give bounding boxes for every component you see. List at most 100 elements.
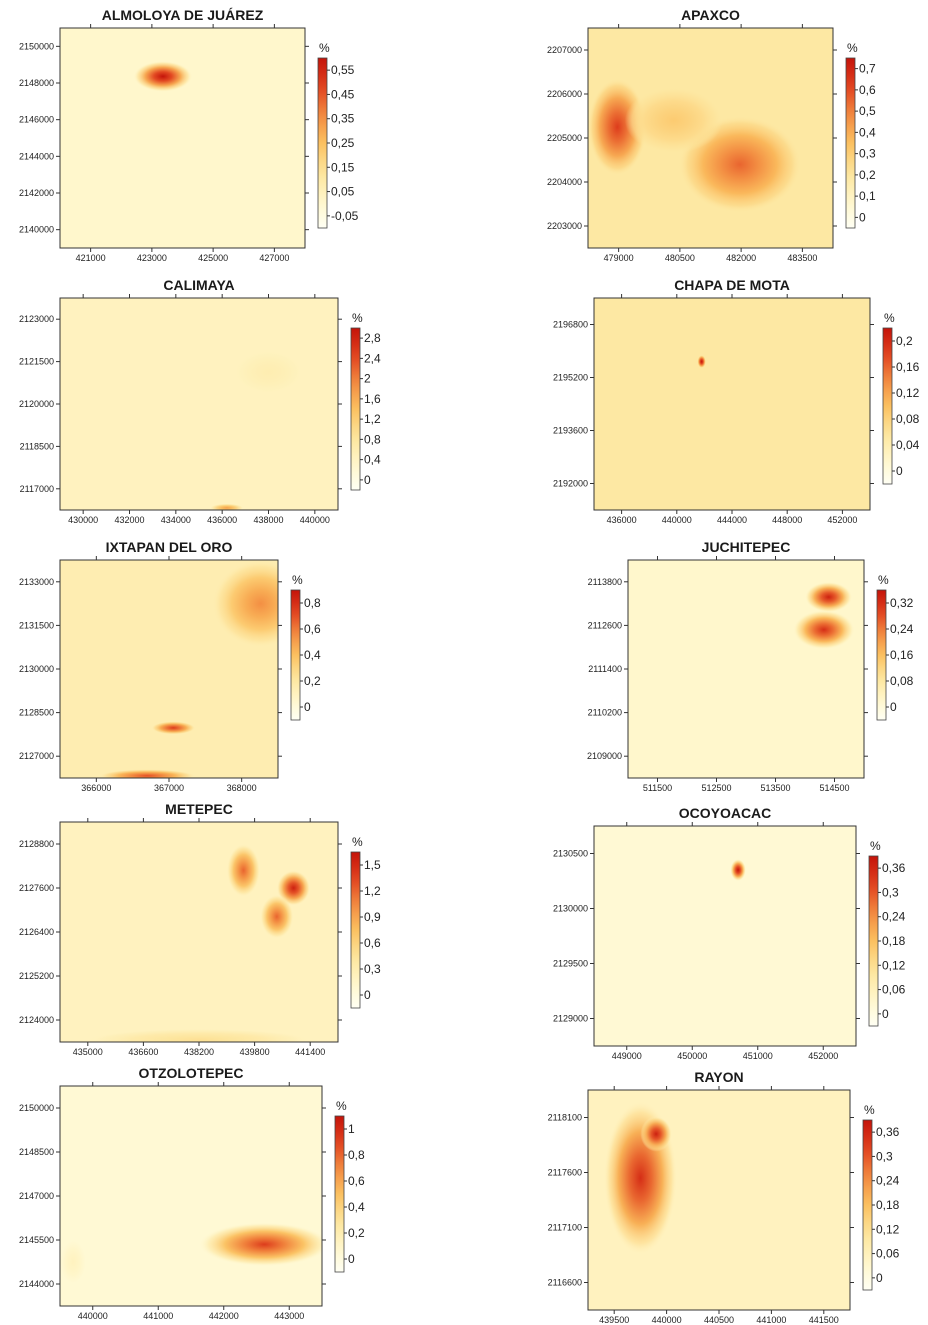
colorbar-tick-label: 0,36 [876,1125,900,1139]
colorbar-tick-label: 0,6 [304,622,321,636]
heat-field [588,1090,850,1310]
x-tick-label: 448000 [772,515,802,525]
x-tick-label: 367000 [154,783,184,793]
colorbar-tick-label: -0,05 [331,209,359,223]
y-tick-label: 2126400 [19,927,54,937]
colorbar [868,855,879,1027]
heat-base [60,1086,322,1306]
hotspot [87,1028,311,1042]
heat-base [594,826,856,1046]
panel-title: OTZOLOTEPEC [139,1065,244,1081]
x-tick-label: 482000 [726,253,756,263]
y-tick-label: 2124000 [19,1015,54,1025]
x-tick-label: 443000 [274,1311,304,1321]
colorbar-tick-label: 0 [304,700,311,714]
colorbar-tick-label: 0,06 [876,1247,900,1261]
y-tick-label: 2127600 [19,883,54,893]
x-tick-label: 442000 [209,1311,239,1321]
colorbar-tick-label: 0 [890,700,897,714]
colorbar-tick-label: 0,15 [331,160,355,174]
panel-title: CHAPA DE MOTA [674,277,790,293]
x-tick-label: 434000 [161,515,191,525]
colorbar-tick-label: 2,4 [364,351,381,365]
plot-frame [59,27,306,249]
colorbar-tick-label: 0 [348,1252,355,1266]
y-tick-label: 2193600 [553,426,588,436]
y-tick-label: 2206000 [547,89,582,99]
y-tick-label: 2147000 [19,1191,54,1201]
panel-title: RAYON [694,1069,743,1085]
colorbar [862,1119,873,1291]
x-tick-label: 440000 [78,1311,108,1321]
x-tick-label: 441000 [143,1311,173,1321]
panel-title: IXTAPAN DEL ORO [106,539,233,555]
x-tick-label: 512500 [701,783,731,793]
x-tick-label: 438000 [253,515,283,525]
hotspot [151,721,196,735]
y-tick-label: 2129500 [553,959,588,969]
colorbar-tick-label: 0,16 [896,360,920,374]
y-tick-label: 2192000 [553,479,588,489]
x-tick-label: 514500 [819,783,849,793]
colorbar-tick-label: 0,1 [859,189,876,203]
colorbar-tick-label: 0,18 [876,1198,900,1212]
colorbar-tick-label: 0 [364,988,371,1002]
heatmap-panel-1: ALMOLOYA DE JUÁREZ 421000 423000 425000 4270… [19,7,359,263]
y-tick-label: 2118500 [20,441,54,451]
y-tick-label: 2129000 [553,1014,588,1024]
colorbar-unit: % [336,1099,347,1113]
y-tick-label: 2117100 [548,1223,582,1233]
colorbar-tick-label: 0,16 [890,648,914,662]
y-tick-label: 2150000 [19,41,54,51]
heat-base [60,298,338,510]
x-tick-label: 511500 [643,783,672,793]
x-tick-label: 440000 [652,1315,682,1325]
colorbar-tick-label: 0,8 [304,596,321,610]
heat-field [60,1086,322,1306]
colorbar [317,57,328,229]
y-tick-label: 2195200 [553,373,588,383]
colorbar [350,327,361,491]
colorbar-tick-label: 0,4 [348,1200,365,1214]
colorbar-tick-label: 0,5 [859,104,876,118]
y-tick-label: 2128500 [19,708,54,718]
colorbar-tick-label: 0,2 [859,168,876,182]
colorbar-unit: % [292,573,303,587]
panel-title: METEPEC [165,801,233,817]
x-tick-label: 513500 [760,783,790,793]
colorbar-tick-label: 1,2 [364,884,381,898]
y-tick-label: 2117000 [20,484,54,494]
y-tick-label: 2111400 [588,664,622,674]
colorbar-tick-label: 0,9 [364,910,381,924]
x-tick-label: 439500 [599,1315,629,1325]
colorbar-unit: % [884,311,895,325]
x-tick-label: 425000 [198,253,228,263]
colorbar-tick-label: 0,24 [882,910,906,924]
colorbar-tick-label: 0,4 [859,125,876,139]
x-tick-label: 366000 [81,783,111,793]
y-tick-label: 2120000 [19,399,54,409]
colorbar-tick-label: 0 [859,210,866,224]
x-tick-label: 438200 [184,1047,214,1057]
colorbar-tick-label: 0,25 [331,136,355,150]
y-tick-label: 2123000 [19,314,54,324]
colorbar-tick-label: 0,04 [896,438,920,452]
y-tick-label: 2145500 [19,1235,54,1245]
hotspot [697,355,706,368]
colorbar-tick-label: 0,3 [859,147,876,161]
plot-frame [593,825,857,1047]
y-tick-label: 2146000 [19,115,54,125]
x-tick-label: 430000 [68,515,98,525]
hotspot [730,859,746,881]
y-tick-label: 2130000 [19,664,54,674]
heat-base [60,28,305,248]
colorbar-tick-label: 0,24 [890,622,914,636]
y-tick-label: 2203000 [547,221,582,231]
colorbar-unit: % [352,835,363,849]
x-tick-label: 449000 [612,1051,642,1061]
x-tick-label: 427000 [259,253,289,263]
hotspot [133,61,193,92]
colorbar-tick-label: 0,06 [882,983,906,997]
panel-title: JUCHITEPEC [702,539,791,555]
x-tick-label: 441400 [295,1047,325,1057]
